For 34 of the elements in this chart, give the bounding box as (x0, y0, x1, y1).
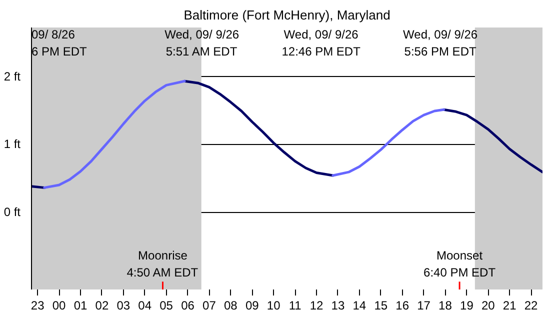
x-tick-label: 12 (310, 298, 324, 312)
x-tick-label: 06 (181, 298, 195, 312)
x-tick-label: 03 (116, 298, 130, 312)
x-tick-label: 21 (502, 298, 517, 312)
x-tick-label: 08 (224, 298, 238, 312)
x-tick-label: 04 (138, 298, 152, 312)
x-tick-label: 02 (95, 298, 109, 312)
x-tick-label: 11 (288, 298, 302, 312)
annotation: Wed, 09/ 9/26 12:46 PM EDT (282, 28, 362, 58)
x-tick-label: 22 (524, 298, 538, 312)
ref-line-label: Moonset 6:40 PM EDT (424, 248, 496, 280)
x-tick-label: 01 (74, 298, 88, 312)
x-tick-label: 00 (52, 298, 66, 312)
x-tick-label: 23 (30, 298, 45, 312)
annotation: Wed, 09/ 9/26 5:56 PM EDT (403, 28, 478, 58)
x-tick-label: 10 (266, 298, 281, 312)
x-tick-label: 20 (481, 298, 496, 312)
x-tick-label: 09 (245, 298, 260, 312)
x-tick-label: 13 (331, 298, 345, 312)
x-tick-label: 16 (396, 298, 410, 312)
annotation: 09/ 8/26 6 PM EDT (32, 28, 88, 58)
y-tick-label: 0 ft (4, 205, 22, 220)
x-tick-label: 07 (202, 298, 216, 312)
y-tick-label: 2 ft (4, 69, 22, 84)
x-tick-label: 19 (460, 298, 474, 312)
chart-title: Baltimore (Fort McHenry), Maryland (184, 8, 390, 22)
x-tick-label: 17 (417, 298, 431, 312)
y-tick-label: 1 ft (4, 137, 22, 152)
x-tick-label: 05 (160, 298, 174, 312)
annotation: Wed, 09/ 9/26 5:51 AM EDT (164, 28, 240, 58)
x-tick-label: 14 (352, 298, 366, 312)
x-tick-label: 15 (374, 298, 388, 312)
ref-line-label: Moonrise 4:50 AM EDT (126, 248, 199, 280)
x-tick-label: 18 (438, 298, 452, 312)
